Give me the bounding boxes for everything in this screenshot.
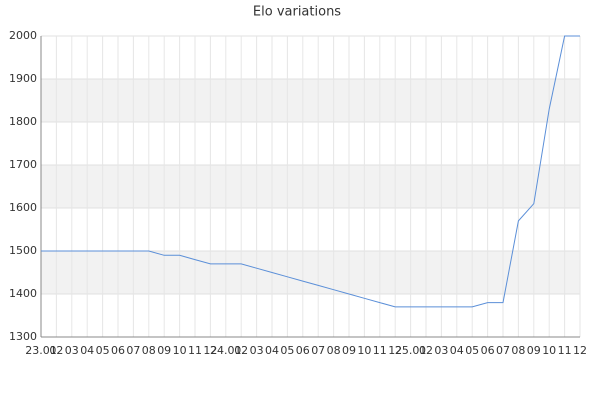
- x-tick-label: 10: [173, 344, 187, 357]
- x-tick-label: 06: [296, 344, 310, 357]
- x-tick-label: 06: [481, 344, 495, 357]
- grid-band: [41, 79, 580, 122]
- x-tick-label: 24.01: [210, 344, 242, 357]
- x-tick-label: 11: [373, 344, 387, 357]
- x-tick-label: 11: [558, 344, 572, 357]
- x-tick-label: 02: [49, 344, 63, 357]
- x-tick-label: 12: [573, 344, 587, 357]
- x-tick-label: 09: [527, 344, 541, 357]
- x-tick-label: 07: [496, 344, 510, 357]
- grid-band: [41, 251, 580, 294]
- x-tick-label: 05: [465, 344, 479, 357]
- x-tick-label: 04: [450, 344, 464, 357]
- chart-title: Elo variations: [253, 5, 341, 20]
- y-tick-label: 1500: [9, 244, 37, 257]
- y-tick-label: 1900: [9, 72, 37, 85]
- x-tick-label: 02: [419, 344, 433, 357]
- y-tick-label: 1700: [9, 158, 37, 171]
- y-tick-label: 1800: [9, 115, 37, 128]
- line: [41, 35, 580, 308]
- x-tick-label: 07: [311, 344, 325, 357]
- x-tick-label: 04: [80, 344, 94, 357]
- x-tick-label: 23.01: [25, 344, 57, 357]
- x-tick-label: 08: [327, 344, 341, 357]
- y-tick-label: 1600: [9, 201, 37, 214]
- x-tick-label: 05: [280, 344, 294, 357]
- x-tick-label: 05: [96, 344, 110, 357]
- x-tick-label: 12: [388, 344, 402, 357]
- x-tick-label: 04: [265, 344, 279, 357]
- x-tick-label: 03: [250, 344, 264, 357]
- y-tick-label: 2000: [9, 29, 37, 42]
- x-tick-label: 03: [434, 344, 448, 357]
- x-tick-label: 10: [542, 344, 556, 357]
- x-tick-label: 09: [157, 344, 171, 357]
- x-tick-label: 10: [357, 344, 371, 357]
- x-tick-label: 02: [234, 344, 248, 357]
- x-tick-label: 08: [142, 344, 156, 357]
- grid-band: [41, 165, 580, 208]
- x-tick-label: 12: [203, 344, 217, 357]
- x-tick-label: 09: [342, 344, 356, 357]
- x-tick-label: 07: [126, 344, 140, 357]
- x-tick-label: 06: [111, 344, 125, 357]
- y-tick-label: 1300: [9, 330, 37, 343]
- y-tick-label: 1400: [9, 287, 37, 300]
- x-tick-label: 03: [65, 344, 79, 357]
- x-tick-label: 11: [188, 344, 202, 357]
- x-tick-label: 08: [511, 344, 525, 357]
- x-tick-label: 25.01: [395, 344, 427, 357]
